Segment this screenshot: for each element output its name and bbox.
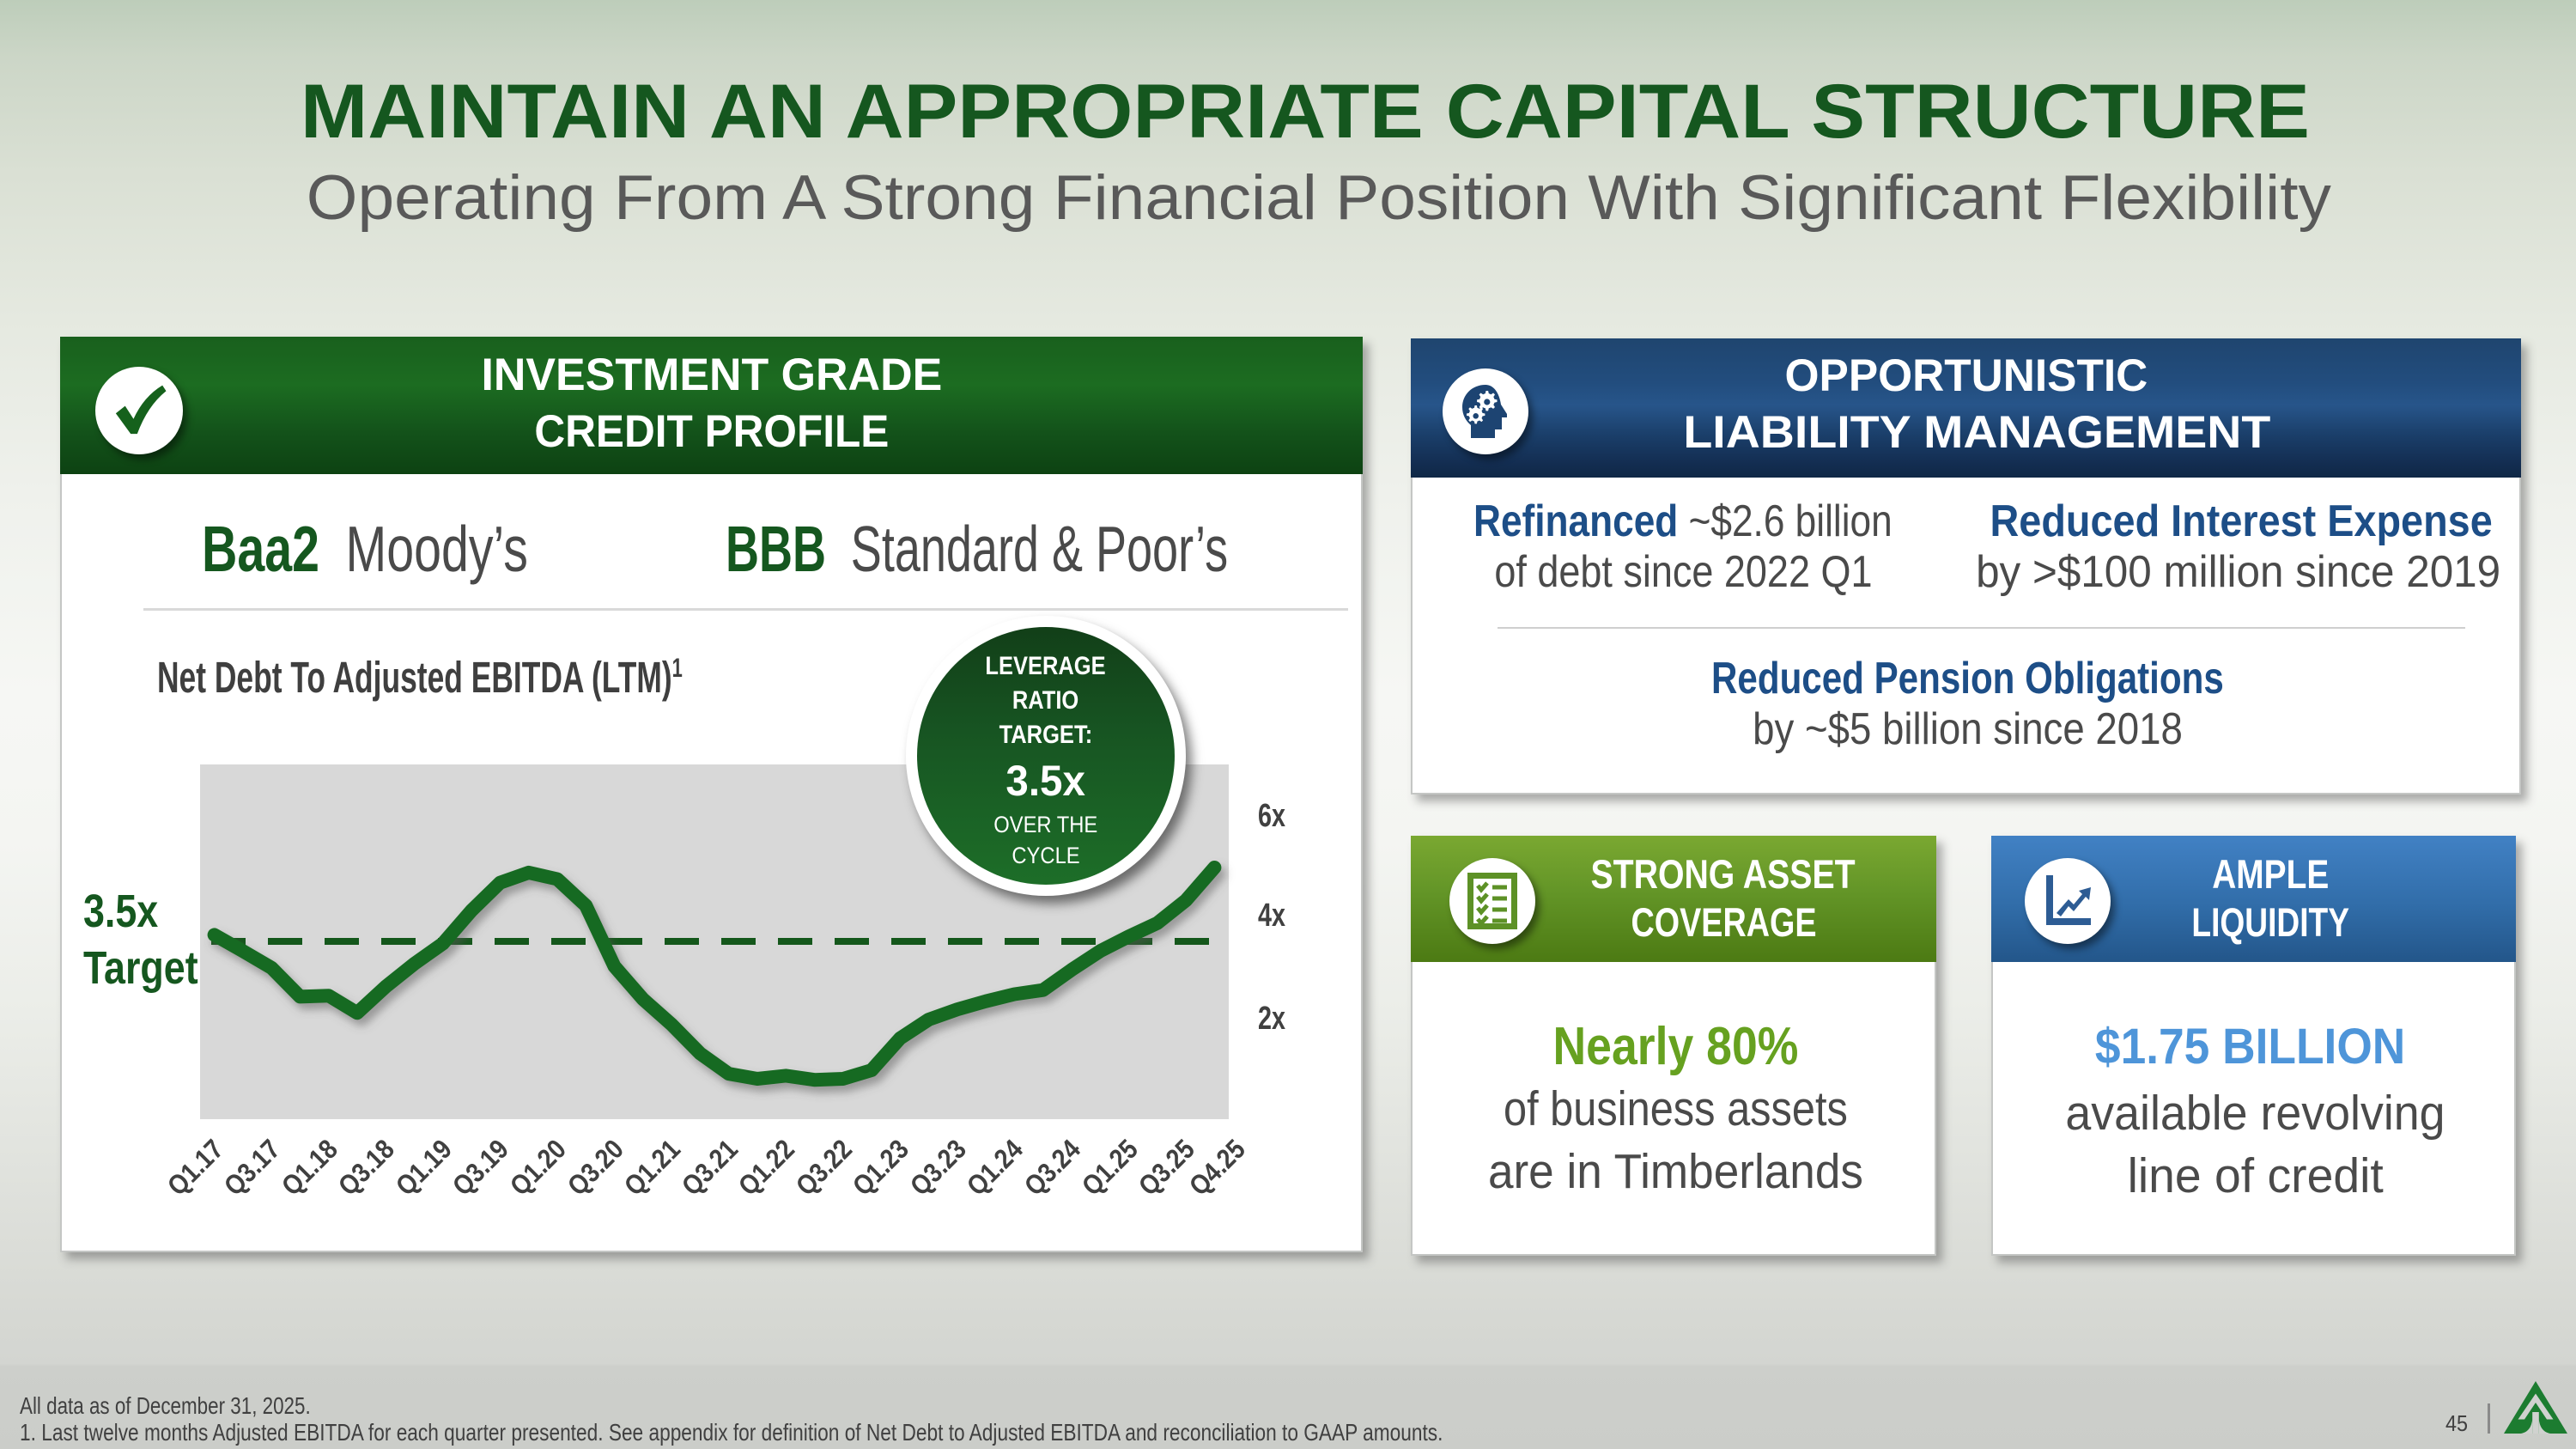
svg-text:Q1.25: Q1.25	[1076, 1133, 1144, 1201]
svg-text:6x: 6x	[1258, 798, 1285, 834]
svg-text:Q3.17: Q3.17	[218, 1133, 286, 1201]
svg-text:Q3.21: Q3.21	[676, 1133, 744, 1201]
svg-text:Q3.18: Q3.18	[332, 1133, 400, 1201]
svg-text:Q3.25: Q3.25	[1133, 1133, 1200, 1201]
svg-text:Q1.23: Q1.23	[847, 1133, 914, 1201]
svg-text:Q3.22: Q3.22	[790, 1133, 858, 1201]
svg-text:Q1.21: Q1.21	[618, 1133, 686, 1201]
svg-text:Q1.24: Q1.24	[961, 1133, 1029, 1201]
svg-text:Q1.20: Q1.20	[504, 1133, 572, 1201]
svg-text:Q1.19: Q1.19	[390, 1133, 458, 1201]
svg-text:Q3.24: Q3.24	[1018, 1133, 1086, 1201]
svg-text:Q3.20: Q3.20	[562, 1133, 629, 1201]
svg-text:Q1.22: Q1.22	[732, 1133, 800, 1201]
svg-text:Q3.19: Q3.19	[447, 1133, 514, 1201]
svg-text:Q4.25: Q4.25	[1183, 1133, 1251, 1201]
svg-text:Q1.17: Q1.17	[161, 1133, 229, 1201]
svg-text:2x: 2x	[1258, 1001, 1285, 1037]
svg-text:4x: 4x	[1258, 898, 1285, 934]
svg-text:Q1.18: Q1.18	[276, 1133, 343, 1201]
svg-text:Q3.23: Q3.23	[904, 1133, 972, 1201]
